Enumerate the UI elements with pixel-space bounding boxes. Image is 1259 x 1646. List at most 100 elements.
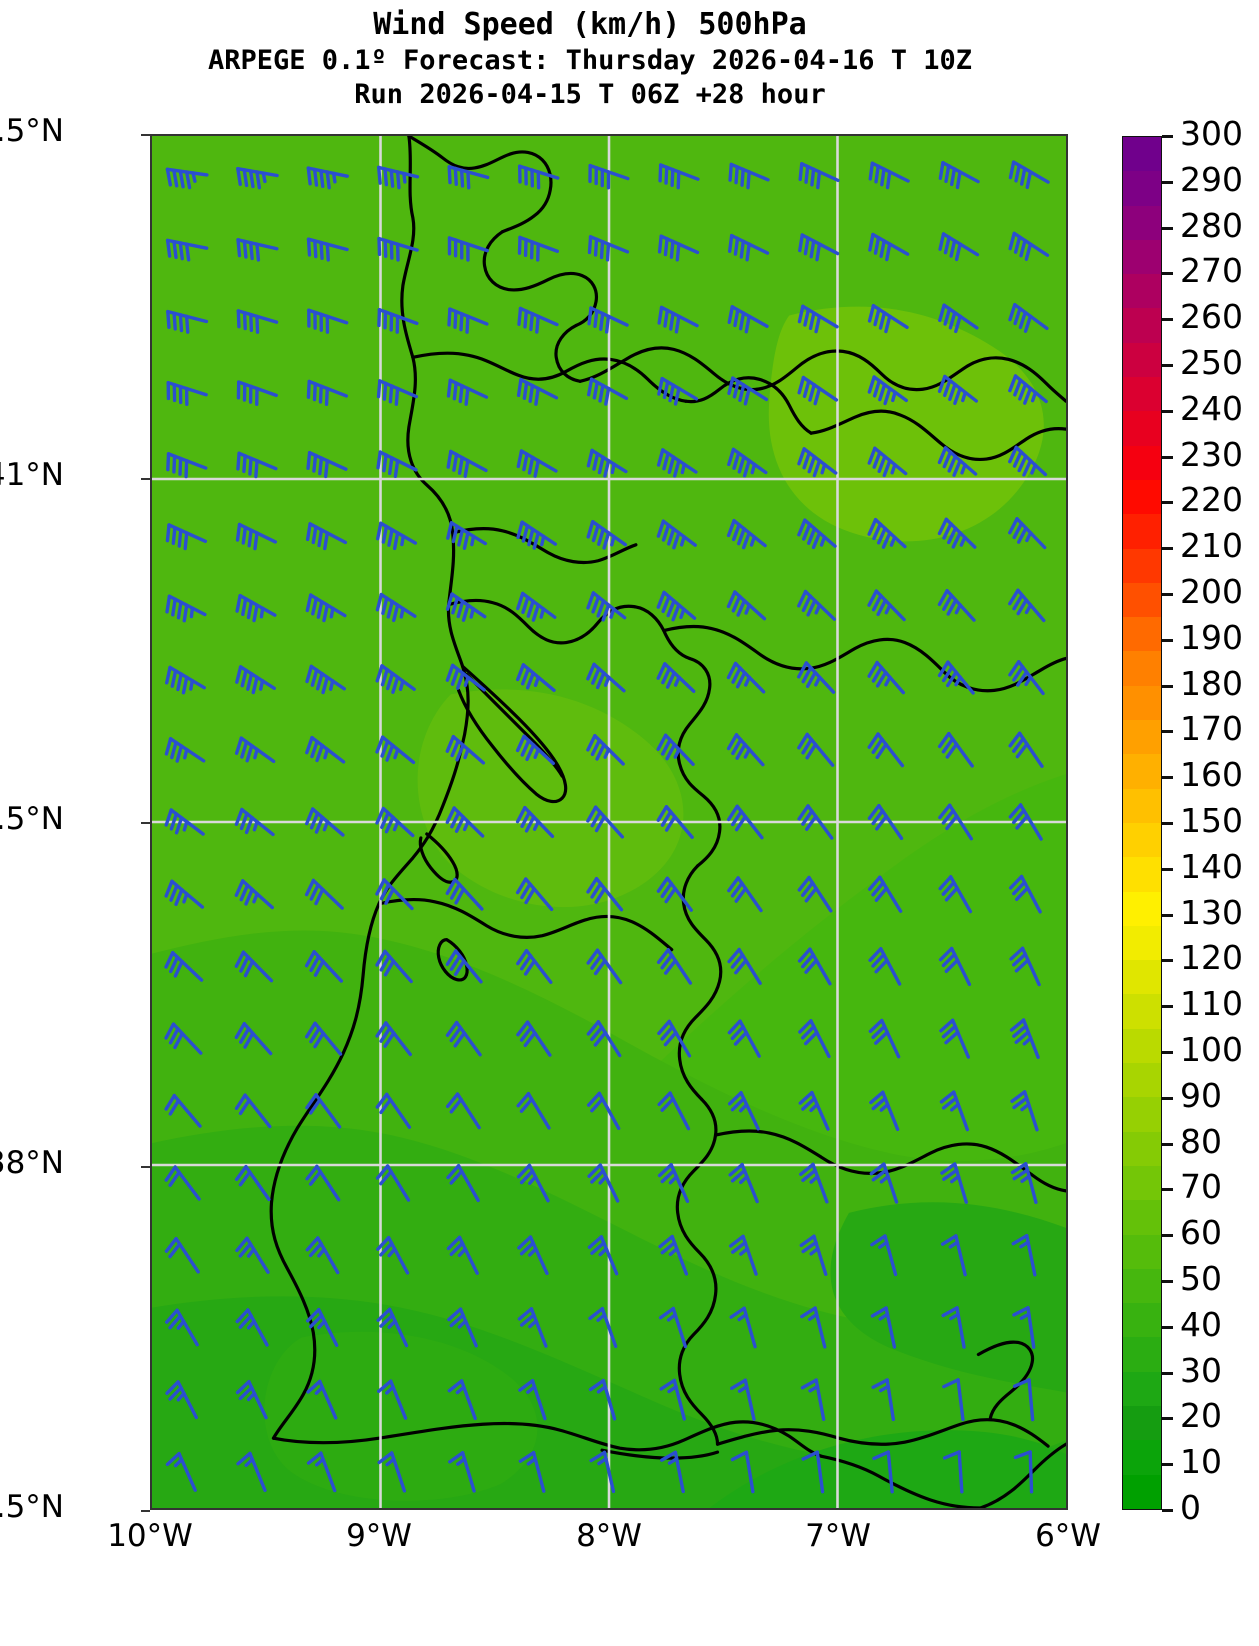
- wind-barb: [867, 446, 908, 478]
- colorbar-tick: [1162, 1051, 1173, 1054]
- wind-barb: [656, 876, 693, 912]
- colorbar-tick-label: 250: [1180, 343, 1243, 382]
- wind-barb: [588, 163, 630, 190]
- wind-barb: [797, 589, 837, 621]
- wind-barb: [726, 733, 765, 767]
- wind-barb: [377, 1379, 408, 1420]
- wind-barb: [305, 522, 348, 551]
- wind-barb: [940, 1234, 967, 1277]
- colorbar-tick-label: 100: [1180, 1030, 1243, 1069]
- colorbar-segment: [1123, 857, 1161, 892]
- wind-barb: [1008, 660, 1045, 696]
- wind-barb: [1013, 1450, 1034, 1494]
- wind-barb: [375, 878, 414, 911]
- wind-barb: [657, 376, 699, 406]
- colorbar-segment: [1123, 1165, 1161, 1201]
- colorbar-segment: [1123, 1371, 1161, 1406]
- wind-barb: [306, 237, 349, 262]
- wind-barb: [656, 805, 694, 839]
- colorbar-segment: [1123, 1337, 1161, 1372]
- wind-barb: [1008, 374, 1048, 405]
- wind-barb: [305, 807, 345, 837]
- wind-barb: [516, 520, 558, 550]
- wind-barb: [586, 519, 628, 550]
- colorbar-tick: [1162, 135, 1173, 138]
- wind-barb: [586, 377, 629, 406]
- colorbar-tick-label: 160: [1180, 755, 1243, 795]
- wind-barb: [236, 1451, 267, 1493]
- colorbar-segment: [1123, 960, 1161, 995]
- wind-barb: [164, 1236, 200, 1274]
- colorbar-segment: [1123, 1131, 1161, 1166]
- wind-barb: [445, 949, 483, 984]
- wind-barb: [306, 166, 349, 190]
- wind-barb: [587, 1235, 619, 1276]
- wind-barb: [867, 660, 906, 695]
- wind-barb: [1008, 874, 1042, 914]
- colorbar-segment: [1123, 1200, 1161, 1235]
- wind-barb: [515, 877, 554, 912]
- wind-barb: [445, 1020, 482, 1057]
- colorbar-tick-label: 10: [1180, 1442, 1222, 1482]
- wind-barb: [234, 950, 274, 983]
- wind-barb: [518, 1379, 547, 1421]
- colorbar-tick: [1162, 1142, 1173, 1146]
- wind-barb: [376, 379, 419, 406]
- wind-barb: [942, 1378, 965, 1422]
- wind-barb: [516, 948, 553, 984]
- wind-barb: [1008, 588, 1046, 623]
- wind-barb: [868, 161, 910, 190]
- wind-barb: [657, 1091, 691, 1131]
- wind-barb: [586, 876, 624, 912]
- wind-barb: [164, 951, 204, 982]
- wind-barb: [1011, 1233, 1037, 1277]
- colorbar-tick: [1162, 1417, 1173, 1421]
- xtick-label-10w: 10°W: [107, 1518, 193, 1554]
- ytick-label-36-5: 36.5°N: [0, 1489, 64, 1525]
- wind-barb: [726, 661, 766, 694]
- wind-barb: [377, 236, 419, 262]
- wind-barb: [730, 1378, 756, 1421]
- wind-barb: [1008, 517, 1047, 550]
- colorbar-segment: [1123, 1268, 1161, 1304]
- wind-barb: [518, 1450, 546, 1493]
- colorbar-segment: [1123, 445, 1161, 480]
- wind-barb: [937, 660, 975, 695]
- wind-barb: [517, 235, 560, 262]
- colorbar-segment: [1123, 411, 1161, 446]
- wind-barb: [586, 734, 625, 766]
- colorbar-tick-label: 70: [1180, 1167, 1222, 1207]
- wind-barb: [867, 803, 904, 841]
- wind-barb: [586, 662, 626, 693]
- wind-barb: [798, 162, 840, 190]
- wind-barb: [235, 1379, 268, 1420]
- wind-barb: [165, 1451, 197, 1492]
- wind-barb: [517, 1235, 549, 1276]
- wind-barb: [516, 663, 556, 692]
- wind-barb: [938, 161, 980, 190]
- wind-barb: [937, 446, 978, 477]
- wind-barb: [586, 948, 623, 985]
- wind-barb: [305, 664, 346, 695]
- wind-barb: [166, 452, 208, 479]
- wind-barb: [447, 165, 490, 190]
- wind-barb: [939, 1090, 970, 1132]
- wind-barb: [867, 732, 905, 768]
- wind-barb: [728, 1234, 758, 1276]
- wind-barb: [306, 379, 349, 407]
- colorbar-segment: [1123, 1063, 1161, 1098]
- colorbar-tick-label: 170: [1180, 709, 1243, 749]
- colorbar-segment: [1123, 1440, 1161, 1475]
- wind-barb: [305, 1093, 342, 1129]
- wind-barb: [727, 1019, 761, 1058]
- wind-barb: [659, 1378, 686, 1421]
- colorbar-tick: [1162, 1188, 1173, 1192]
- colorbar-tick: [1162, 547, 1173, 551]
- ytick-label-42-5: 42.5°N: [0, 113, 64, 149]
- wind-barb: [375, 592, 417, 623]
- colorbar-tick: [1162, 638, 1173, 642]
- figure-subtitle-run: Run 2026-04-15 T 06Z +28 hour: [354, 78, 826, 110]
- wind-barb: [726, 590, 767, 621]
- wind-barb: [801, 1450, 825, 1494]
- wind-barb: [870, 1234, 898, 1277]
